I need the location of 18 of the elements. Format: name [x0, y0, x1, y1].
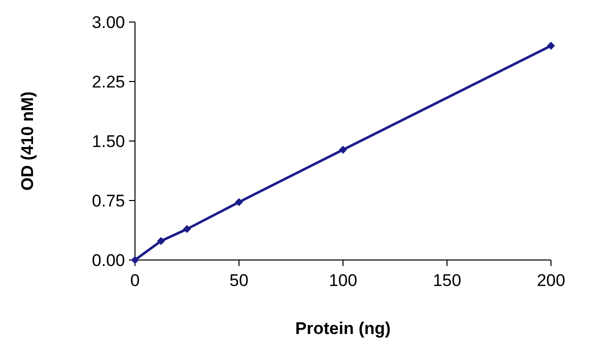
point [183, 225, 191, 234]
y-tick-label: 1.50 [92, 132, 125, 151]
y-tick-label: 2.25 [92, 72, 125, 92]
point [235, 198, 243, 206]
point [339, 146, 347, 154]
y-tick-label: 0.75 [92, 191, 125, 210]
point [157, 236, 165, 245]
y-tick-label: 0.00 [92, 250, 125, 270]
y-axis-title: OD (410 nM) [18, 91, 37, 191]
x-tick-label: 50 [230, 271, 248, 290]
point [547, 42, 555, 50]
point [131, 256, 139, 264]
x-tick-label: 150 [432, 271, 462, 290]
x-tick-label: 100 [328, 271, 358, 290]
x-tick-label: 0 [130, 271, 140, 290]
x-tick-label: 200 [536, 271, 566, 290]
x-axis-title: Protein (ng) [295, 319, 391, 338]
y-tick-label: 3.00 [92, 12, 125, 32]
